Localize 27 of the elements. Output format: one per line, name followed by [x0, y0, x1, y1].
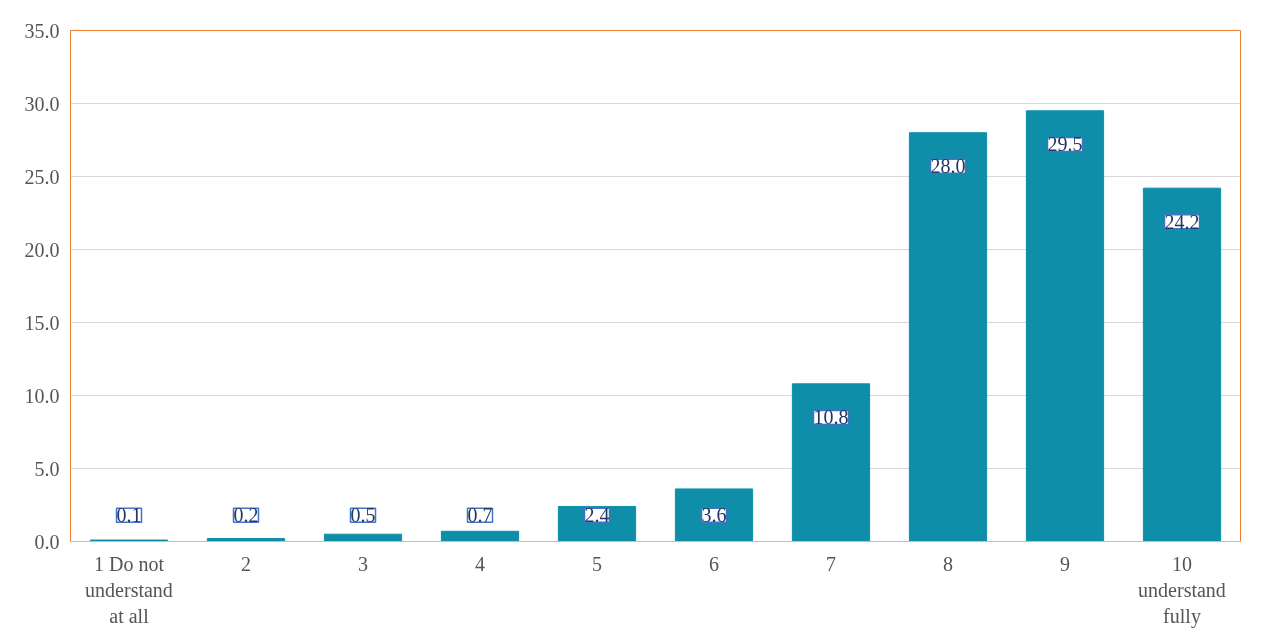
y-tick-label: 25.0: [24, 165, 60, 188]
data-label: 24.2: [1164, 210, 1200, 233]
y-tick-label: 15.0: [24, 311, 60, 334]
y-tick-label: 30.0: [24, 92, 60, 115]
x-tick-label: 4: [475, 552, 485, 575]
x-tick-label: 3: [358, 552, 368, 575]
y-tick-label: 10.0: [24, 384, 60, 407]
y-tick-label: 0.0: [34, 530, 60, 553]
y-tick-label: 35.0: [24, 19, 60, 42]
x-tick-label: 1 Do not understand at all: [85, 552, 173, 628]
data-label: 3.6: [701, 504, 727, 527]
data-label: 28.0: [930, 155, 966, 178]
y-tick-label: 20.0: [24, 238, 60, 261]
x-tick-label: 7: [826, 552, 836, 575]
x-tick-label: 10 understand fully: [1138, 552, 1226, 629]
y-tick-label: 5.0: [34, 457, 60, 480]
x-tick-label: 5: [592, 552, 602, 575]
data-label: 0.2: [233, 504, 259, 527]
x-tick-label: 9: [1060, 552, 1070, 575]
data-label: 0.7: [467, 504, 493, 527]
x-tick-label: 8: [943, 552, 953, 575]
x-tick-label: 2: [241, 552, 251, 575]
data-label: 0.1: [116, 504, 142, 527]
x-tick-label: 6: [709, 552, 719, 575]
data-label: 29.5: [1047, 133, 1083, 156]
data-label: 10.8: [813, 406, 849, 429]
data-label: 0.5: [350, 504, 376, 527]
